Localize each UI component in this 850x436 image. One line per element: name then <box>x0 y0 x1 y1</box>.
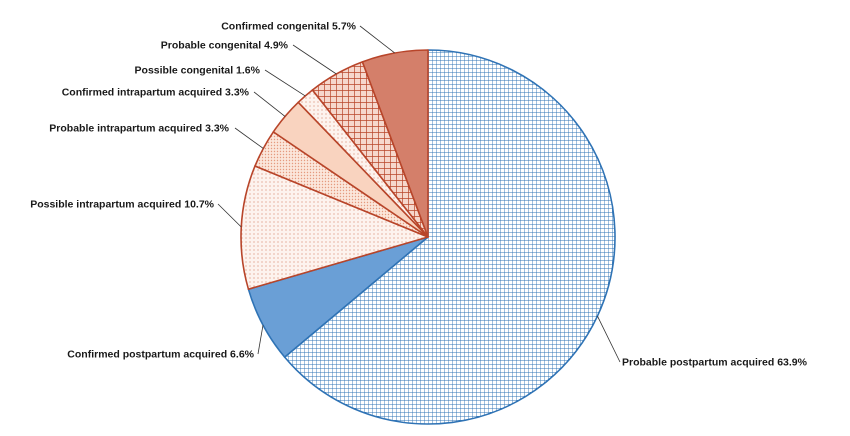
leader-line <box>292 44 337 75</box>
leader-line <box>359 25 395 54</box>
slice-label: Confirmed congenital 5.7% <box>221 21 356 33</box>
pie-leader-lines <box>217 25 621 363</box>
leader-line <box>253 91 286 117</box>
pie-labels: Probable postpartum acquired 63.9% Confir… <box>30 21 807 369</box>
slice-label: Probable intrapartum acquired 3.3% <box>49 123 229 135</box>
pie-slices <box>240 49 616 425</box>
leader-line <box>217 203 242 228</box>
slice-label: Probable postpartum acquired 63.9% <box>622 357 808 369</box>
leader-line <box>597 315 621 363</box>
slice-label: Confirmed intrapartum acquired 3.3% <box>62 87 250 99</box>
slice-label: Confirmed postpartum acquired 6.6% <box>67 349 254 361</box>
slice-label: Probable congenital 4.9% <box>161 40 289 52</box>
leader-line <box>234 127 264 149</box>
slice-label: Possible congenital 1.6% <box>135 65 261 77</box>
slice-label: Possible intrapartum acquired 10.7% <box>30 199 214 211</box>
leader-line <box>257 324 264 355</box>
leader-line <box>264 69 306 97</box>
